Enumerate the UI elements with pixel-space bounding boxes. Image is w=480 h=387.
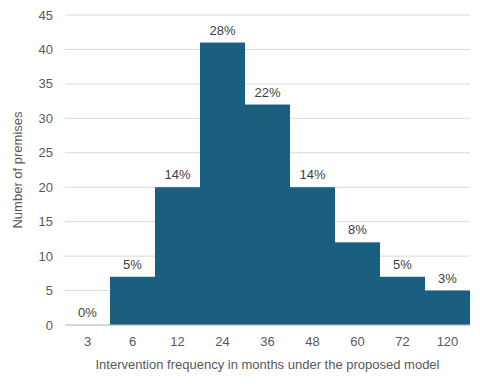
x-tick-label: 60	[350, 334, 364, 349]
y-tick-label: 40	[39, 42, 53, 57]
x-axis-line	[65, 325, 470, 326]
y-axis-title: Number of premises	[10, 111, 25, 229]
bar	[425, 291, 470, 325]
x-tick-label: 120	[437, 334, 459, 349]
bar	[335, 242, 380, 325]
bar	[200, 43, 245, 325]
y-tick-label: 0	[46, 318, 53, 333]
percent-label: 5%	[393, 257, 412, 272]
x-tick-label: 3	[84, 334, 91, 349]
y-tick-label: 5	[46, 283, 53, 298]
y-tick-label: 15	[39, 214, 53, 229]
bar	[245, 105, 290, 325]
x-tick-label: 36	[260, 334, 274, 349]
y-tick-label: 30	[39, 111, 53, 126]
bar	[155, 187, 200, 325]
percent-label: 8%	[348, 222, 367, 237]
x-tick-label: 6	[129, 334, 136, 349]
bar	[380, 277, 425, 325]
x-tick-label: 48	[305, 334, 319, 349]
x-tick-label: 24	[215, 334, 229, 349]
y-tick-label: 25	[39, 145, 53, 160]
percent-label: 3%	[438, 271, 457, 286]
percent-label: 28%	[209, 23, 235, 38]
percent-label: 5%	[123, 257, 142, 272]
y-tick-label: 35	[39, 76, 53, 91]
percent-label: 0%	[78, 305, 97, 320]
bar	[290, 187, 335, 325]
chart: 0 5 10 15 20 25 30 35 40 45 0% 5% 14% 28% 22% 14% 8% 5% 3%…	[0, 0, 480, 387]
percent-label: 22%	[254, 85, 280, 100]
percent-label: 14%	[299, 167, 325, 182]
y-tick-label: 20	[39, 180, 53, 195]
y-tick-label: 10	[39, 249, 53, 264]
grid-line	[65, 325, 470, 326]
percent-label: 14%	[164, 167, 190, 182]
bar	[110, 277, 155, 325]
x-tick-label: 72	[395, 334, 409, 349]
x-tick-label: 12	[170, 334, 184, 349]
bars	[110, 43, 470, 325]
grid-line	[65, 15, 470, 16]
chart-container: 0 5 10 15 20 25 30 35 40 45 0% 5% 14% 28% 22% 14% 8% 5% 3%…	[0, 0, 480, 387]
y-tick-label: 45	[39, 8, 53, 23]
grid-line	[65, 49, 470, 50]
x-axis-title: Intervention frequency in months under t…	[96, 357, 440, 372]
